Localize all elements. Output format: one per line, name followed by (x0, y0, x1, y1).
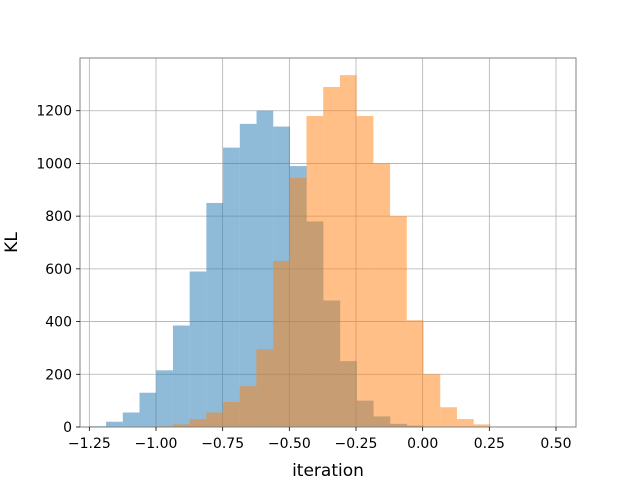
histogram-bar-series-1 (223, 147, 240, 427)
y-tick-label: 0 (63, 420, 72, 436)
histogram-bar-series-1 (239, 123, 257, 428)
y-axis-label: KL (2, 232, 22, 253)
histogram-bar-series-1 (172, 325, 190, 427)
histogram-bar-series-2 (356, 115, 374, 427)
histogram-bar-series-2 (239, 386, 257, 427)
histogram-bar-series-2 (222, 401, 240, 427)
histogram-bar-series-2 (323, 86, 340, 427)
y-tick-label: 800 (45, 209, 72, 225)
histogram-bar-series-1 (256, 110, 274, 427)
histogram-bar-series-2 (206, 412, 223, 427)
x-tick-label: 0.00 (407, 436, 438, 452)
histogram-bar-series-2 (256, 349, 274, 427)
y-tick-label: 600 (45, 262, 72, 278)
histogram-bar-series-1 (206, 202, 224, 427)
histogram-bars (89, 75, 491, 428)
y-tick-label: 1200 (36, 104, 72, 120)
histogram-bar-series-2 (423, 374, 441, 427)
histogram-bar-series-2 (189, 419, 207, 427)
histogram-bar-series-2 (406, 320, 424, 427)
histogram-bar-series-2 (172, 424, 190, 427)
y-tick-label: 400 (45, 315, 72, 331)
histogram-bar-series-2 (473, 424, 491, 427)
y-axis-ticks: 0 200 400 600 800 1000 1200 (36, 104, 80, 436)
histogram-bar-series-2 (273, 260, 290, 427)
histogram-bar-series-1 (189, 271, 207, 427)
histogram-bar-series-2 (440, 407, 457, 427)
y-tick-label: 1000 (36, 156, 72, 172)
histogram-bar-series-2 (456, 419, 474, 427)
histogram-bar-series-1 (139, 392, 157, 427)
x-tick-label: −1.25 (68, 436, 111, 452)
histogram-bar-series-2 (339, 75, 357, 427)
x-tick-label: −0.50 (268, 436, 311, 452)
histogram-bar-series-2 (289, 177, 307, 427)
histogram-bar-series-1 (106, 421, 123, 427)
x-tick-label: 0.50 (540, 436, 571, 452)
x-tick-label: −0.75 (201, 436, 244, 452)
histogram-bar-series-2 (373, 163, 391, 427)
histogram-bar-series-1 (122, 412, 140, 427)
histogram-bar-series-1 (156, 370, 173, 427)
x-axis-ticks: −1.25 −1.00 −0.75 −0.50 −0.25 0.00 0.25 0.50 (68, 427, 572, 452)
plot-frame (79, 57, 577, 428)
histogram-bar-series-2 (390, 216, 407, 427)
x-tick-label: −1.00 (135, 436, 178, 452)
x-tick-label: −0.25 (335, 436, 378, 452)
x-tick-label: 0.25 (474, 436, 505, 452)
histogram-bar-series-2 (306, 115, 324, 427)
x-axis-label: iteration (292, 461, 364, 480)
y-tick-label: 200 (45, 367, 72, 383)
